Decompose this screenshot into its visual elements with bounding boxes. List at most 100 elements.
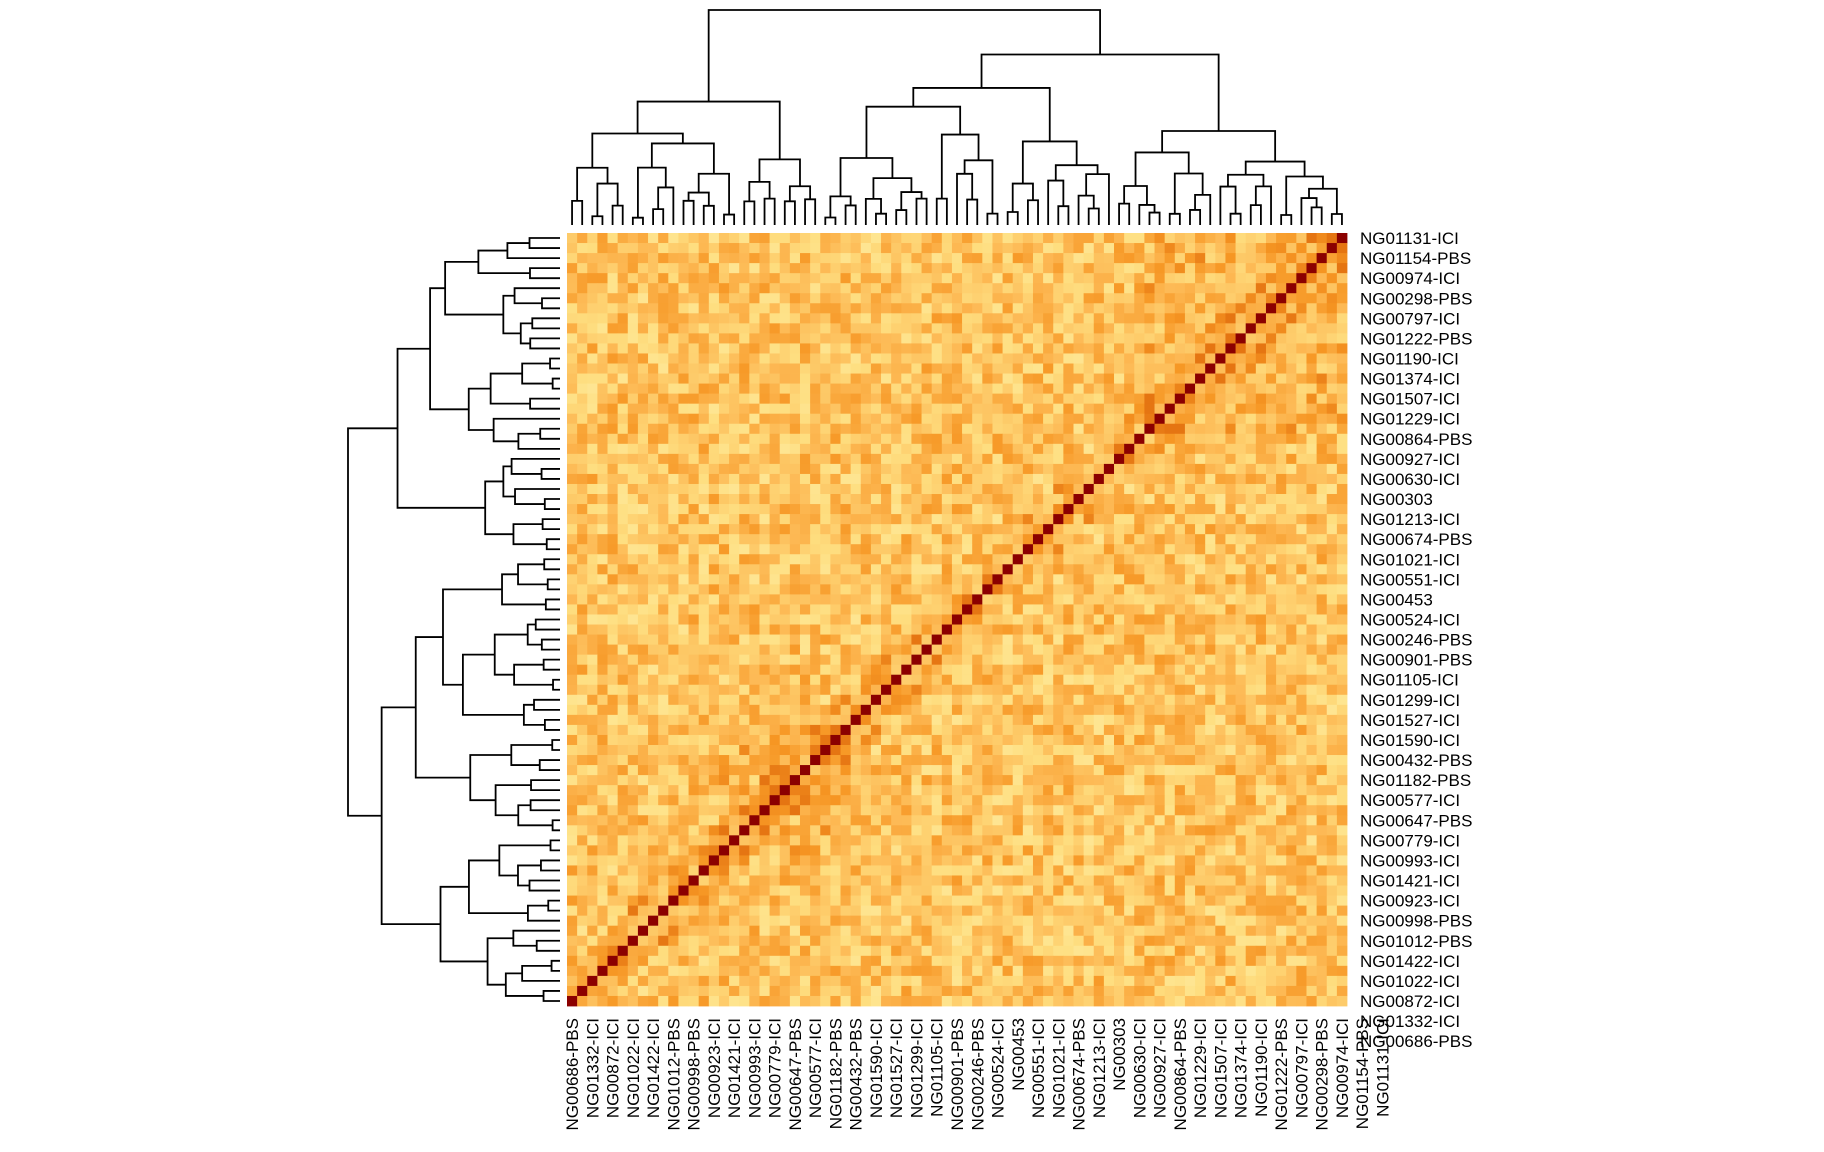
heatmap-cell — [1083, 714, 1095, 726]
heatmap-cell — [1336, 765, 1348, 776]
heatmap-cell — [708, 664, 720, 676]
heatmap-cell — [1124, 353, 1135, 364]
heatmap-cell — [1144, 273, 1155, 284]
heatmap-cell — [688, 825, 700, 836]
heatmap-cell — [587, 664, 598, 676]
heatmap-cell — [1032, 674, 1044, 686]
heatmap-cell — [1043, 694, 1054, 706]
heatmap-cell — [597, 443, 608, 455]
heatmap-cell — [1083, 273, 1095, 284]
heatmap-cell — [658, 624, 669, 635]
heatmap-cell — [648, 534, 659, 545]
heatmap-cell — [1073, 624, 1085, 635]
heatmap-cell — [891, 795, 902, 806]
heatmap-cell — [1073, 273, 1085, 284]
heatmap-cell — [891, 243, 902, 254]
heatmap-cell — [708, 453, 720, 465]
heatmap-cell — [577, 684, 588, 696]
heatmap-cell — [1306, 453, 1318, 465]
heatmap-cell — [708, 504, 720, 515]
heatmap-cell — [1002, 423, 1014, 435]
heatmap-cell — [698, 594, 710, 605]
heatmap-cell — [627, 674, 639, 686]
heatmap-cell — [962, 654, 973, 666]
heatmap-cell — [1225, 514, 1236, 525]
heatmap-cell — [1103, 775, 1115, 786]
heatmap-cell — [637, 694, 649, 706]
heatmap-cell — [759, 564, 770, 575]
heatmap-cell — [1073, 674, 1085, 686]
heatmap-cell — [668, 443, 679, 455]
heatmap-cell — [678, 544, 689, 555]
heatmap-cell — [1114, 765, 1125, 776]
heatmap-cell — [1174, 704, 1186, 716]
heatmap-cell — [901, 815, 912, 826]
heatmap-cell — [789, 734, 801, 746]
heatmap-cell — [627, 704, 639, 716]
heatmap-cell — [759, 353, 770, 364]
heatmap-cell — [1316, 724, 1328, 736]
heatmap-cell — [1114, 634, 1125, 645]
heatmap-cell — [901, 233, 912, 244]
heatmap-cell — [789, 594, 801, 605]
heatmap-cell — [1184, 624, 1196, 635]
heatmap-cell — [1225, 845, 1236, 856]
heatmap-cell — [1134, 544, 1145, 555]
heatmap-cell — [1296, 514, 1307, 525]
heatmap-cell — [718, 654, 730, 666]
heatmap-cell — [1164, 433, 1176, 445]
heatmap-cell — [1336, 383, 1348, 395]
heatmap-cell — [648, 614, 659, 625]
dendrogram-branch — [526, 623, 542, 646]
heatmap-cell — [1053, 554, 1064, 565]
heatmap-cell — [567, 323, 578, 334]
heatmap-cell — [972, 734, 983, 746]
heatmap-cell — [1225, 674, 1236, 686]
heatmap-cell — [1012, 815, 1024, 826]
heatmap-cell — [668, 243, 679, 254]
heatmap-cell — [779, 684, 791, 696]
heatmap-cell — [1032, 714, 1044, 726]
heatmap-cell — [648, 233, 659, 244]
heatmap-cell — [992, 473, 1003, 485]
heatmap-cell — [921, 423, 933, 435]
heatmap-cell — [1114, 845, 1125, 856]
heatmap-cell — [1205, 263, 1216, 274]
heatmap-cell — [881, 544, 892, 555]
heatmap-cell — [891, 293, 902, 304]
heatmap-cell — [850, 343, 862, 354]
heatmap-cell — [1043, 463, 1054, 475]
heatmap-cell — [1134, 825, 1145, 836]
heatmap-cell — [678, 333, 689, 344]
heatmap-cell — [1114, 363, 1125, 374]
heatmap-cell — [779, 554, 791, 565]
heatmap-cell — [951, 815, 963, 826]
heatmap-cell — [891, 363, 902, 374]
heatmap-cell — [1215, 604, 1226, 615]
heatmap-cell — [587, 624, 598, 635]
heatmap-cell — [840, 664, 852, 676]
heatmap-cell — [1053, 775, 1064, 786]
heatmap-cell — [1063, 463, 1074, 475]
heatmap-cell — [1124, 383, 1135, 395]
dendrogram-branch — [636, 100, 781, 160]
heatmap-cell — [901, 313, 912, 324]
heatmap-cell — [658, 333, 669, 344]
heatmap-cell — [1124, 604, 1135, 615]
heatmap-cell — [1265, 504, 1277, 515]
heatmap-cell — [749, 343, 760, 354]
heatmap-cell — [739, 634, 750, 645]
heatmap-cell — [617, 403, 629, 415]
heatmap-cell — [1032, 624, 1044, 635]
heatmap-cell — [992, 233, 1003, 244]
heatmap-cell — [951, 373, 963, 384]
heatmap-cell — [1245, 233, 1257, 244]
heatmap-cell — [850, 524, 862, 535]
heatmap-cell — [951, 795, 963, 806]
heatmap-cell — [1215, 564, 1226, 575]
heatmap-cell — [1073, 744, 1085, 756]
heatmap-cell — [1124, 323, 1135, 334]
heatmap-cell — [992, 734, 1003, 746]
heatmap-cell — [1245, 323, 1257, 334]
heatmap-cell — [759, 423, 770, 435]
